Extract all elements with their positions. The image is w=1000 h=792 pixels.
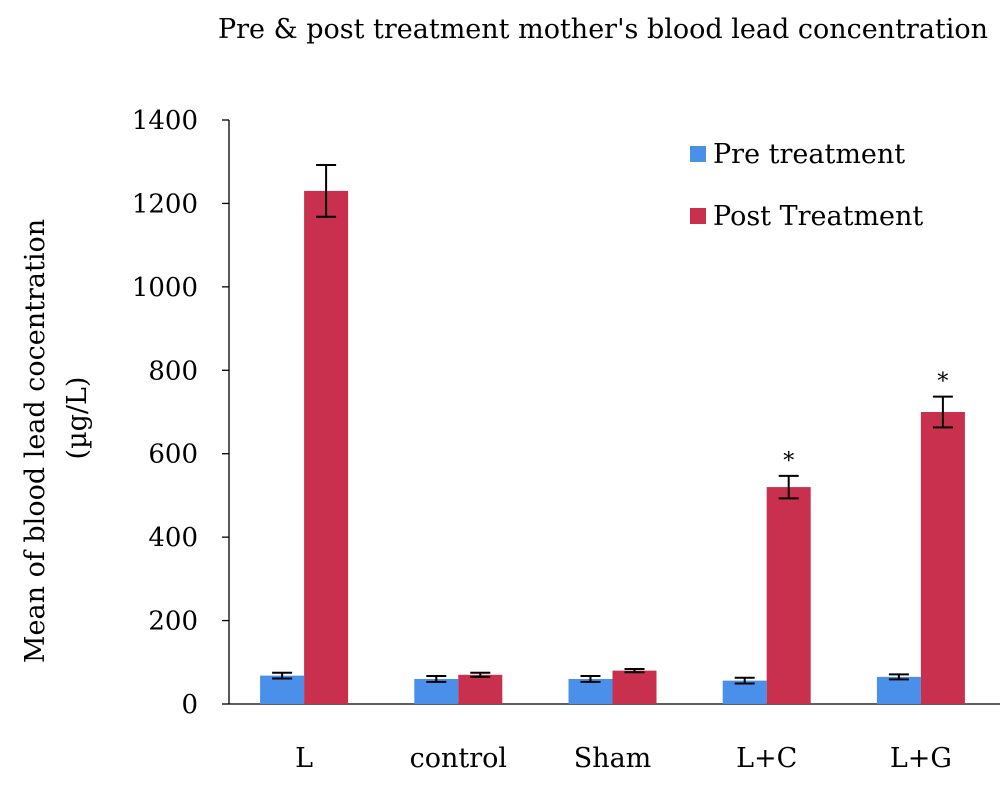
legend: Pre treatment Post Treatment (690, 139, 923, 232)
x-tick-label: control (410, 743, 507, 774)
x-tick-label: Sham (574, 743, 652, 774)
x-tick-label: L+G (890, 743, 952, 774)
chart-title: Pre & post treatment mother's blood lead… (218, 14, 988, 45)
y-axis-ticks: 0 200 400 600 800 1000 1200 1400 (132, 106, 229, 720)
significance-marker: * (937, 370, 948, 395)
bars-group: ** (260, 164, 965, 704)
bar (722, 680, 767, 704)
bar (920, 412, 965, 704)
y-tick-label: 1400 (132, 106, 198, 136)
y-tick-label: 0 (181, 690, 198, 720)
bar (458, 674, 503, 704)
legend-swatch (690, 146, 706, 162)
legend-label: Post Treatment (713, 201, 923, 232)
legend-swatch (690, 208, 706, 224)
bar (766, 487, 811, 704)
bar (260, 675, 305, 704)
x-tick-label: L+C (736, 743, 797, 774)
bar (612, 670, 657, 704)
y-tick-label: 600 (148, 440, 198, 470)
x-tick-label: L (295, 743, 313, 774)
y-axis-unit: (µg/L) (62, 377, 93, 460)
y-tick-label: 1200 (132, 189, 198, 219)
bar (414, 678, 459, 704)
y-tick-label: 800 (148, 356, 198, 386)
y-tick-label: 1000 (132, 273, 198, 303)
bar (568, 678, 613, 704)
bar (304, 190, 349, 704)
y-axis-label: Mean of blood lead cocentration (20, 219, 51, 663)
legend-label: Pre treatment (713, 139, 905, 170)
y-tick-label: 200 (148, 607, 198, 637)
y-tick-label: 400 (148, 523, 198, 553)
bar (876, 676, 921, 704)
significance-marker: * (783, 449, 794, 474)
